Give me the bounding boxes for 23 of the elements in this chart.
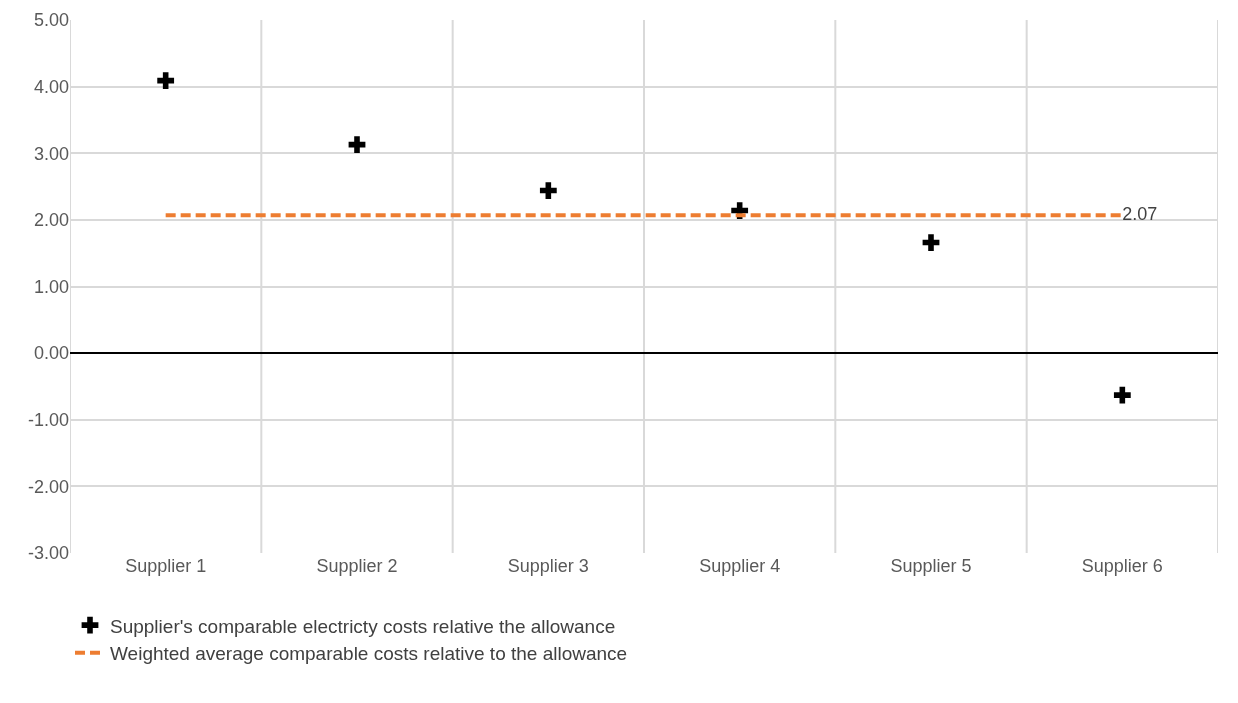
legend-label: Weighted average comparable costs relative to the allowance (110, 643, 628, 665)
y-tick-label: 1.00 (33, 276, 69, 297)
point (348, 136, 366, 153)
x-tick-label: Supplier 1 (125, 556, 207, 576)
y-tick-label: -3.00 (27, 543, 69, 564)
y-tick-label: 3.00 (33, 143, 69, 164)
point (157, 72, 175, 90)
y-tick-label: 5.00 (33, 10, 69, 31)
x-tick-label: Supplier 2 (316, 556, 398, 576)
x-tick-label: Supplier 6 (1081, 556, 1163, 576)
legend-label: Supplier's comparable electricty costs relative the allowance (110, 615, 616, 637)
y-tick-label: 4.00 (33, 76, 69, 97)
y-tick-label: 2.00 (33, 210, 69, 231)
point (539, 182, 557, 199)
y-tick-label: -2.00 (27, 476, 69, 497)
y-tick-label: -1.00 (27, 410, 69, 431)
point (1113, 386, 1131, 404)
x-tick-label: Supplier 3 (507, 556, 589, 576)
point (922, 234, 940, 251)
data-label: 2.07 (1122, 203, 1158, 224)
x-tick-label: Supplier 4 (699, 556, 781, 576)
x-tick-label: Supplier 5 (890, 556, 972, 576)
y-tick-label: 0.00 (33, 343, 69, 364)
